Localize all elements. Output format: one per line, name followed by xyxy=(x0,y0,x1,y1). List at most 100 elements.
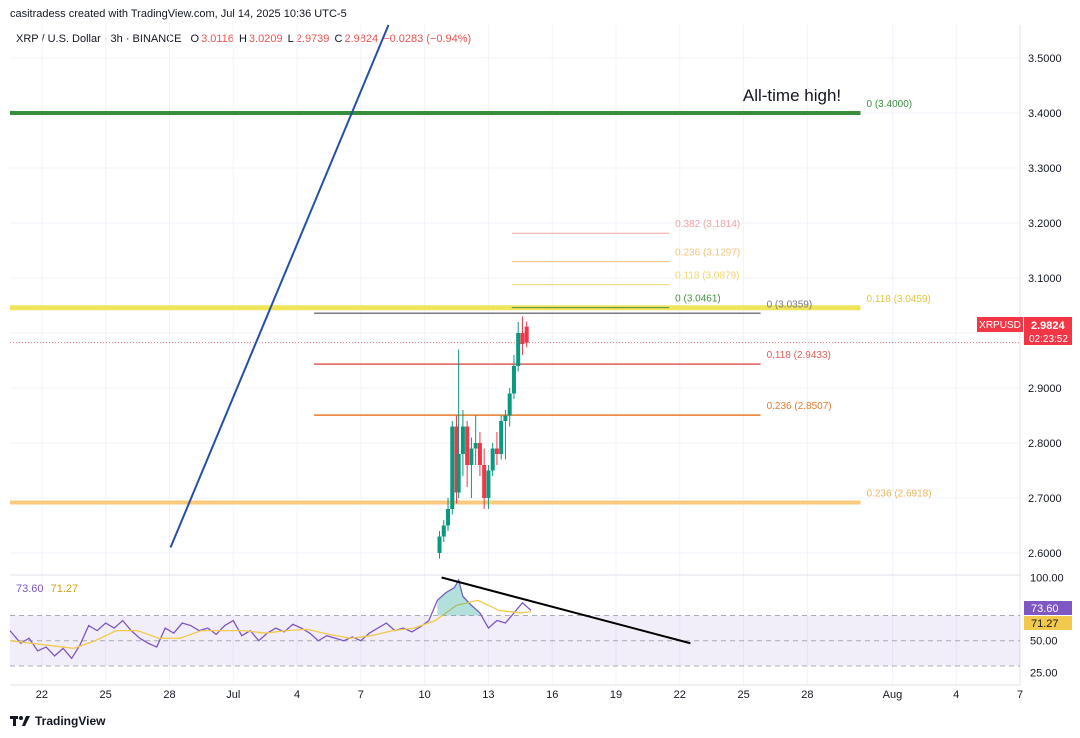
candle-body-13 xyxy=(490,448,495,471)
candle-body-11 xyxy=(482,465,487,498)
symbol-legend: XRP / U.S. Dollar · 3h · BINANCE O 3.0116… xyxy=(16,33,473,45)
price-tick-label: 3.1000 xyxy=(1028,273,1062,285)
time-tick-label: 22 xyxy=(674,689,686,701)
candle-body-5 xyxy=(456,454,461,493)
candle-body-3 xyxy=(450,426,455,509)
rsi-badge xyxy=(1024,601,1072,615)
candles xyxy=(437,316,529,559)
time-tick-label: 4 xyxy=(294,689,300,701)
price-tick-label: 3.3000 xyxy=(1028,163,1062,175)
rsi-tick-label: 50.00 xyxy=(1030,636,1058,648)
brand-name: TradingView xyxy=(35,714,106,728)
time-tick-label: 7 xyxy=(358,689,364,701)
candle-body-10 xyxy=(477,443,482,465)
fib-label-3: 0 (3.0359) xyxy=(767,299,813,310)
rsi-value-tags: 73.60 71.27 xyxy=(1024,601,1072,630)
candle-body-6 xyxy=(460,426,465,454)
low-label: L xyxy=(287,33,294,45)
candle-body-7 xyxy=(465,426,470,465)
candle-body-9 xyxy=(473,443,478,449)
symbol-name[interactable]: XRP / U.S. Dollar · 3h · BINANCE xyxy=(16,33,182,45)
rsi-legend-value: 73.60 xyxy=(16,583,44,595)
rsi-divergence-line xyxy=(441,576,691,645)
tradingview-branding[interactable]: TradingView xyxy=(10,714,105,728)
grid xyxy=(10,25,1021,686)
price-tick-label: 2.9000 xyxy=(1028,383,1062,395)
attribution-text: casitradess created with TradingView.com… xyxy=(10,8,347,20)
price-badge xyxy=(1024,317,1072,345)
candle-body-4 xyxy=(454,426,459,493)
candle-body-0 xyxy=(437,536,442,553)
price-tick-label: 2.7000 xyxy=(1028,493,1062,505)
fib-label-5: 0.236 (2.8507) xyxy=(767,401,832,412)
candle-body-18 xyxy=(511,366,516,394)
time-axis: 22 25 28 Jul 4 7 10 13 16 19 22 25 28 Aug 4 7 xyxy=(36,689,1023,701)
fib-label-7: 0.118 (3.0879) xyxy=(675,271,739,282)
ticker-label: XRPUSD xyxy=(979,320,1021,331)
change-value: −0.0283 (−0.94%) xyxy=(383,33,472,45)
candle-body-8 xyxy=(469,448,474,465)
candle-body-16 xyxy=(503,415,508,421)
price-label: 2.9824 xyxy=(1031,320,1066,332)
price-axis: 3.50003.40003.30003.20003.10003.00002.90… xyxy=(1028,53,1064,679)
time-tick-label: 28 xyxy=(163,689,175,701)
candle-body-15 xyxy=(499,421,504,454)
fib-levels: 0 (3.4000) 0.118 (3.0459) 0.236 (2.6918) 0 … xyxy=(10,99,1020,505)
candle-body-20 xyxy=(520,333,525,344)
rsi-tick-label: 25.00 xyxy=(1030,667,1058,679)
price-tick-label: 2.6000 xyxy=(1028,548,1062,560)
candle-body-12 xyxy=(486,470,491,498)
candle-body-19 xyxy=(516,333,521,366)
time-tick-label: Aug xyxy=(883,689,903,701)
high-label: H xyxy=(238,33,247,45)
high-value: 3.0209 xyxy=(248,33,283,45)
rsi-ma-badge xyxy=(1024,616,1072,630)
fib-label-4: 0.118 (2.9433) xyxy=(767,350,831,361)
candle-body-1 xyxy=(441,525,446,537)
time-tick-label: 19 xyxy=(610,689,622,701)
candle-body-2 xyxy=(446,509,451,526)
time-tick-label: 10 xyxy=(419,689,431,701)
fib-label-0: 0 (3.4000) xyxy=(867,99,913,110)
ath-annotation: All-time high! xyxy=(743,86,841,105)
price-tick-label: 2.8000 xyxy=(1028,438,1062,450)
candle-body-17 xyxy=(507,393,512,416)
fib-label-8: 0.236 (3.1297) xyxy=(675,248,740,259)
rsi-ma-legend-value: 71.27 xyxy=(50,583,79,595)
low-value: 2.9739 xyxy=(295,33,330,45)
candle-body-14 xyxy=(494,448,499,454)
countdown-label: 02:23:52 xyxy=(1029,334,1068,345)
price-tick-label: 3.5000 xyxy=(1028,53,1062,65)
rsi-badge-value: 73.60 xyxy=(1031,603,1059,615)
trend-lines xyxy=(169,24,691,645)
fib-label-6: 0 (3.0461) xyxy=(675,294,721,305)
last-price-tag: XRPUSD 2.9824 02:23:52 xyxy=(977,317,1072,345)
fib-label-9: 0.382 (3.1814) xyxy=(675,219,740,230)
ticker-badge xyxy=(977,317,1023,332)
open-value: 3.0116 xyxy=(201,33,234,45)
time-tick-label: 25 xyxy=(100,689,112,701)
rsi-line xyxy=(9,578,532,660)
time-tick-label: 25 xyxy=(737,689,749,701)
time-tick-label: 28 xyxy=(801,689,813,701)
time-tick-label: 16 xyxy=(546,689,558,701)
price-tick-label: 3.4000 xyxy=(1028,108,1062,120)
time-tick-label: 22 xyxy=(36,689,48,701)
close-label: C xyxy=(334,33,343,45)
time-tick-label: 13 xyxy=(482,689,494,701)
tradingview-logo-icon xyxy=(10,716,30,726)
fib-label-1: 0.118 (3.0459) xyxy=(867,294,931,305)
open-label: O xyxy=(190,33,200,45)
time-tick-label: 4 xyxy=(953,689,959,701)
time-tick-label: Jul xyxy=(226,689,240,701)
candle-body-21 xyxy=(524,326,529,343)
fib-label-2: 0.236 (2.6918) xyxy=(867,489,932,500)
rsi-ma-line xyxy=(9,599,532,649)
rsi-ma-badge-value: 71.27 xyxy=(1031,618,1059,630)
blue-trend-line xyxy=(169,24,390,548)
rsi-tick-label: 100.00 xyxy=(1030,573,1064,585)
rsi-panel xyxy=(9,578,1020,667)
rsi-legend: 73.60 71.27 xyxy=(16,583,78,595)
